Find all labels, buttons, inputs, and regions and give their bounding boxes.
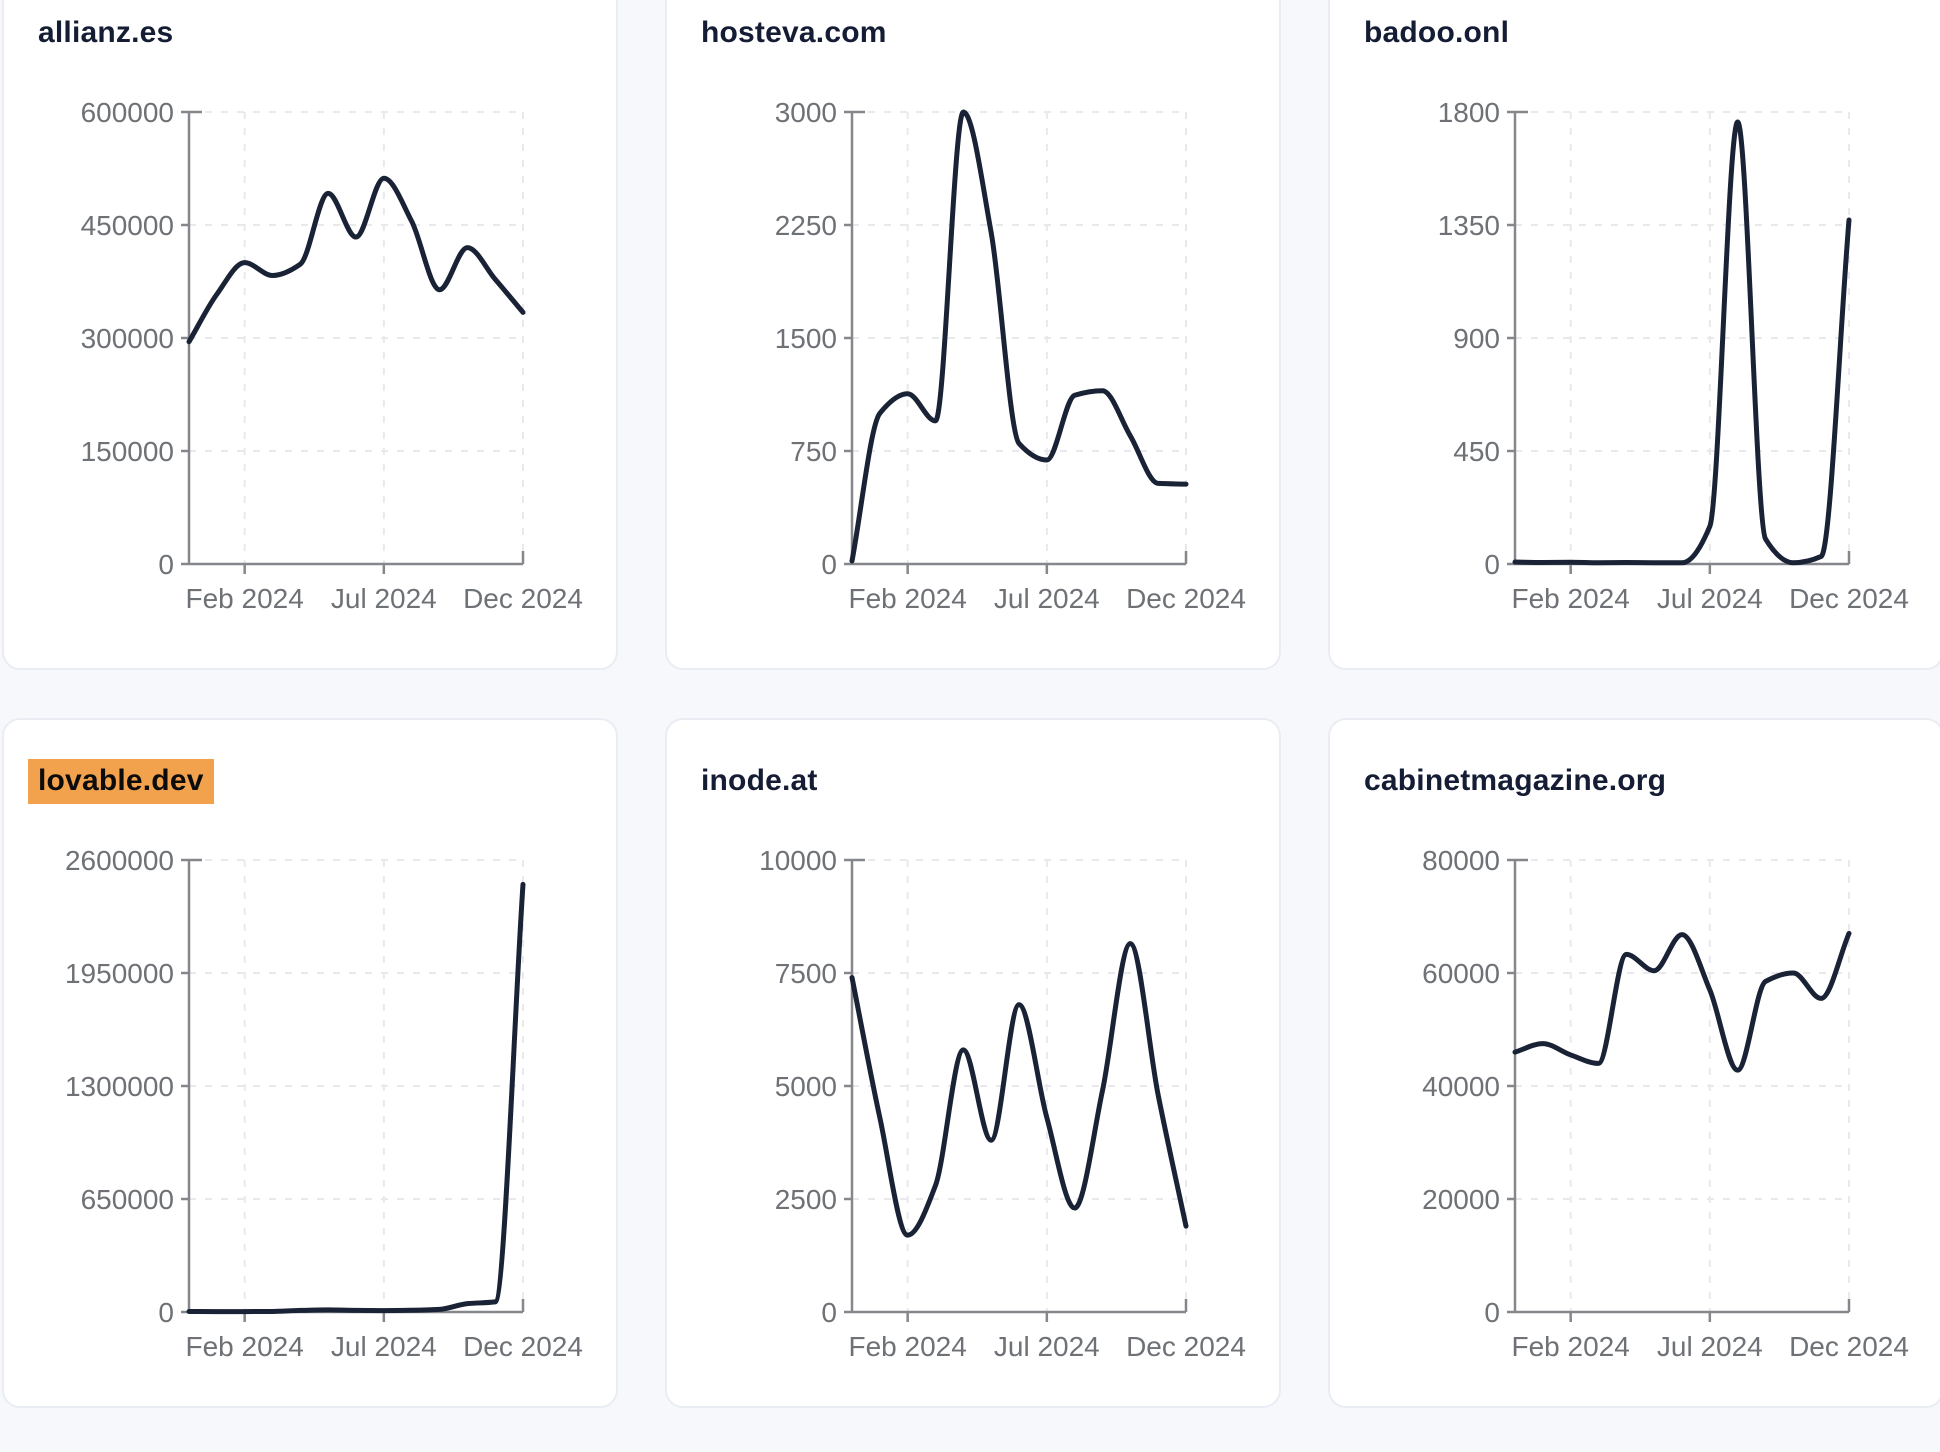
svg-text:7500: 7500 bbox=[775, 958, 837, 989]
chart-title: hosteva.com bbox=[701, 16, 1279, 56]
chart-title: inode.at bbox=[701, 764, 1279, 804]
chart-card: hosteva.com 0 750 1500 2250 3000 Feb 2024 Jul … bbox=[665, 0, 1281, 670]
svg-text:Jul 2024: Jul 2024 bbox=[994, 1331, 1100, 1362]
svg-text:Jul 2024: Jul 2024 bbox=[1657, 583, 1763, 614]
svg-text:900: 900 bbox=[1453, 323, 1500, 354]
svg-text:1950000: 1950000 bbox=[65, 958, 174, 989]
chart-card: lovable.dev 0 650000 1300000 1950000 2600000… bbox=[2, 718, 618, 1408]
svg-text:0: 0 bbox=[821, 549, 837, 580]
svg-text:Feb 2024: Feb 2024 bbox=[1512, 583, 1630, 614]
domain-label: badoo.onl bbox=[1364, 16, 1510, 49]
svg-text:Jul 2024: Jul 2024 bbox=[331, 1331, 437, 1362]
svg-text:300000: 300000 bbox=[81, 323, 174, 354]
chart-card: allianz.es 0 150000 300000 450000 600000 Feb … bbox=[2, 0, 618, 670]
svg-text:0: 0 bbox=[1484, 549, 1500, 580]
svg-text:5000: 5000 bbox=[775, 1071, 837, 1102]
svg-text:450: 450 bbox=[1453, 436, 1500, 467]
svg-text:60000: 60000 bbox=[1422, 958, 1500, 989]
svg-text:40000: 40000 bbox=[1422, 1071, 1500, 1102]
domain-label: allianz.es bbox=[38, 16, 174, 49]
domain-label: inode.at bbox=[701, 764, 818, 797]
svg-text:2500: 2500 bbox=[775, 1184, 837, 1215]
line-chart: 0 750 1500 2250 3000 Feb 2024 Jul 2024 Dec 2024 bbox=[775, 97, 1246, 614]
svg-text:Dec 2024: Dec 2024 bbox=[1789, 583, 1909, 614]
svg-text:Feb 2024: Feb 2024 bbox=[186, 1331, 304, 1362]
svg-text:Feb 2024: Feb 2024 bbox=[1512, 1331, 1630, 1362]
svg-text:0: 0 bbox=[1484, 1297, 1500, 1328]
svg-text:10000: 10000 bbox=[759, 845, 837, 876]
domain-label: hosteva.com bbox=[701, 16, 887, 49]
chart-card: cabinetmagazine.org 0 20000 40000 60000 8000… bbox=[1328, 718, 1940, 1408]
chart-title: allianz.es bbox=[38, 16, 616, 56]
svg-text:0: 0 bbox=[821, 1297, 837, 1328]
svg-text:1350: 1350 bbox=[1438, 210, 1500, 241]
svg-text:3000: 3000 bbox=[775, 97, 837, 128]
line-chart: 0 650000 1300000 1950000 2600000 Feb 2024 Jul … bbox=[65, 845, 583, 1362]
chart-grid: allianz.es 0 150000 300000 450000 600000 Feb … bbox=[2, 0, 1940, 1408]
svg-text:Dec 2024: Dec 2024 bbox=[463, 583, 583, 614]
svg-text:2250: 2250 bbox=[775, 210, 837, 241]
chart-title-highlighted: lovable.dev bbox=[28, 759, 616, 804]
chart-title: badoo.onl bbox=[1364, 16, 1940, 56]
svg-text:Jul 2024: Jul 2024 bbox=[331, 583, 437, 614]
svg-text:1300000: 1300000 bbox=[65, 1071, 174, 1102]
line-chart: 0 2500 5000 7500 10000 Feb 2024 Jul 2024 Dec 20… bbox=[759, 845, 1246, 1362]
line-chart: 0 150000 300000 450000 600000 Feb 2024 Jul 202… bbox=[81, 97, 583, 614]
domain-label-highlight: lovable.dev bbox=[28, 759, 214, 804]
svg-text:20000: 20000 bbox=[1422, 1184, 1500, 1215]
svg-text:1500: 1500 bbox=[775, 323, 837, 354]
svg-text:1800: 1800 bbox=[1438, 97, 1500, 128]
svg-text:650000: 650000 bbox=[81, 1184, 174, 1215]
svg-text:80000: 80000 bbox=[1422, 845, 1500, 876]
svg-text:0: 0 bbox=[158, 549, 174, 580]
svg-text:750: 750 bbox=[790, 436, 837, 467]
svg-text:0: 0 bbox=[158, 1297, 174, 1328]
chart-card: badoo.onl 0 450 900 1350 1800 Feb 2024 Jul 202… bbox=[1328, 0, 1940, 670]
svg-text:Dec 2024: Dec 2024 bbox=[1126, 1331, 1246, 1362]
svg-text:450000: 450000 bbox=[81, 210, 174, 241]
svg-text:Feb 2024: Feb 2024 bbox=[849, 1331, 967, 1362]
svg-text:600000: 600000 bbox=[81, 97, 174, 128]
svg-text:Feb 2024: Feb 2024 bbox=[849, 583, 967, 614]
svg-text:150000: 150000 bbox=[81, 436, 174, 467]
line-chart: 0 450 900 1350 1800 Feb 2024 Jul 2024 Dec 2024 bbox=[1438, 97, 1909, 614]
svg-text:Dec 2024: Dec 2024 bbox=[1126, 583, 1246, 614]
svg-text:Dec 2024: Dec 2024 bbox=[463, 1331, 583, 1362]
svg-text:Feb 2024: Feb 2024 bbox=[186, 583, 304, 614]
svg-text:Jul 2024: Jul 2024 bbox=[994, 583, 1100, 614]
chart-title: cabinetmagazine.org bbox=[1364, 764, 1940, 804]
svg-text:2600000: 2600000 bbox=[65, 845, 174, 876]
chart-card: inode.at 0 2500 5000 7500 10000 Feb 2024 Jul 2… bbox=[665, 718, 1281, 1408]
svg-text:Jul 2024: Jul 2024 bbox=[1657, 1331, 1763, 1362]
domain-label: cabinetmagazine.org bbox=[1364, 764, 1667, 797]
svg-text:Dec 2024: Dec 2024 bbox=[1789, 1331, 1909, 1362]
line-chart: 0 20000 40000 60000 80000 Feb 2024 Jul 2024 Dec… bbox=[1422, 845, 1909, 1362]
